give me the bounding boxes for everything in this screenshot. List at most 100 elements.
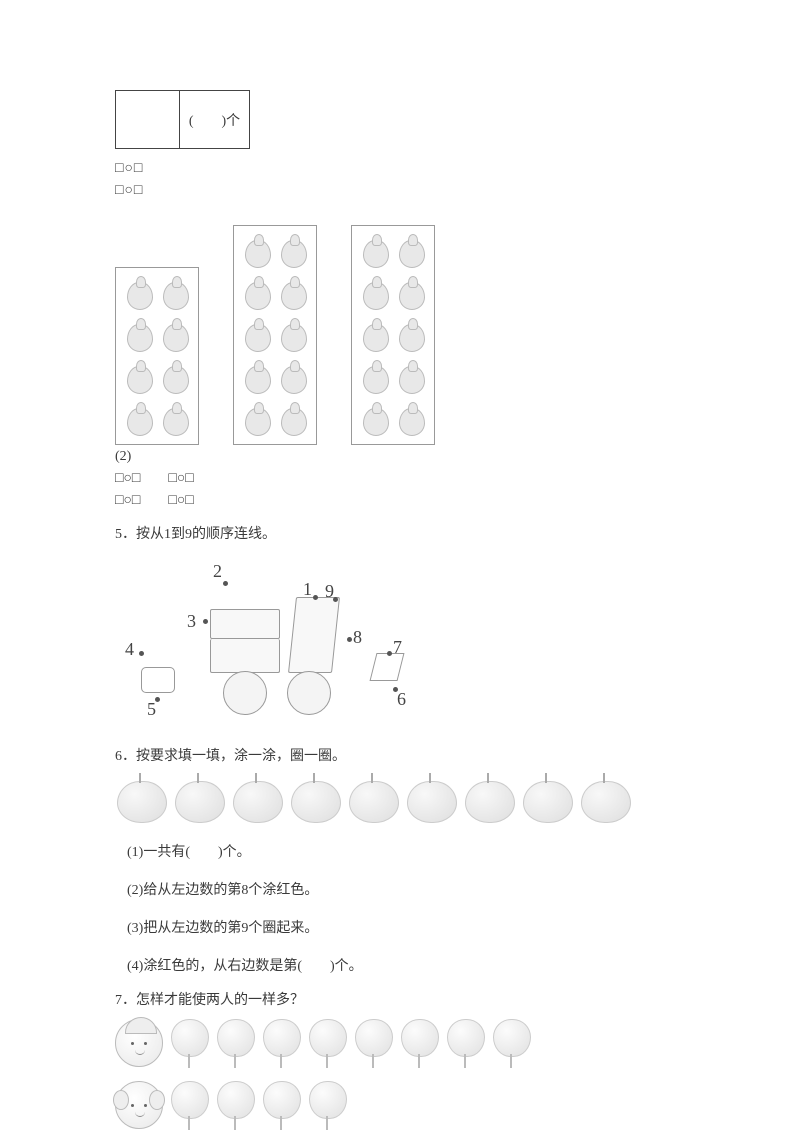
apples-row	[115, 773, 800, 823]
boy-balloon-row	[115, 1017, 800, 1069]
apple-icon	[231, 773, 283, 823]
apple-icon	[289, 773, 341, 823]
pear-icon	[278, 358, 308, 396]
pear-icon	[278, 316, 308, 354]
dot-number: 7	[393, 637, 402, 658]
pear-icon	[242, 232, 272, 270]
balloon-icon	[307, 1079, 347, 1131]
pear-icon	[242, 274, 272, 312]
girl-face-icon	[115, 1081, 163, 1129]
wheel-2	[287, 671, 331, 715]
sym-right: □○□	[168, 471, 193, 487]
balloon-icon	[215, 1079, 255, 1131]
sym-right: □○□	[168, 493, 193, 509]
symbol-two-col-1: □○□ □○□	[115, 471, 800, 487]
girl-balloon-row	[115, 1079, 800, 1131]
pear-icon	[160, 274, 190, 312]
q5-title: 5．按从1到9的顺序连线。	[115, 523, 800, 543]
dot-point	[347, 637, 352, 642]
dot-number: 8	[353, 627, 362, 648]
symbol-row-2: □○□	[115, 183, 800, 199]
pear-icon	[124, 358, 154, 396]
pear-box	[351, 225, 435, 445]
dot-point	[203, 619, 208, 624]
pear-icon	[278, 232, 308, 270]
dot-number: 1	[303, 579, 312, 600]
dot-number: 2	[213, 561, 222, 582]
pear-icon	[242, 400, 272, 438]
dot-number: 5	[147, 699, 156, 720]
pear-icon	[160, 316, 190, 354]
apple-icon	[579, 773, 631, 823]
symbol-row-1: □○□	[115, 161, 800, 177]
pear-icon	[124, 274, 154, 312]
pear-icon	[360, 400, 390, 438]
balloon-icon	[261, 1017, 301, 1069]
dot-number: 6	[397, 689, 406, 710]
q6-sub2: (2)给从左边数的第8个涂红色。	[127, 879, 800, 899]
q6-title: 6．按要求填一填，涂一涂，圈一圈。	[115, 745, 800, 765]
pear-icon	[160, 358, 190, 396]
pear-icon	[396, 316, 426, 354]
q6-sub1: (1)一共有( )个。	[127, 841, 800, 861]
dot-point	[393, 687, 398, 692]
balloon-icon	[215, 1017, 255, 1069]
boy-face-icon	[115, 1019, 163, 1067]
pear-icon	[242, 358, 272, 396]
pear-icon	[124, 400, 154, 438]
pear-icon	[396, 358, 426, 396]
sym-left: □○□	[115, 471, 140, 487]
pear-boxes-row	[115, 225, 800, 445]
apple-icon	[521, 773, 573, 823]
q2-label: (2)	[115, 449, 800, 465]
q6-sub3: (3)把从左边数的第9个圈起来。	[127, 917, 800, 937]
pear-icon	[278, 274, 308, 312]
connect-dots-figure: 123456789	[115, 551, 445, 731]
pear-icon	[396, 274, 426, 312]
apple-icon	[463, 773, 515, 823]
dot-point	[313, 595, 318, 600]
dot-point	[387, 651, 392, 656]
q7-title: 7．怎样才能使两人的一样多？	[115, 989, 800, 1009]
balloon-icon	[491, 1017, 531, 1069]
balloon-icon	[399, 1017, 439, 1069]
pear-icon	[396, 232, 426, 270]
pear-icon	[360, 316, 390, 354]
rect-left	[141, 667, 175, 693]
balloon-icon	[261, 1079, 301, 1131]
apple-icon	[405, 773, 457, 823]
blank-count-table: ( )个	[115, 90, 250, 149]
dot-point	[155, 697, 160, 702]
balloon-icon	[353, 1017, 393, 1069]
balloon-icon	[445, 1017, 485, 1069]
apple-icon	[173, 773, 225, 823]
pear-icon	[160, 400, 190, 438]
dot-point	[223, 581, 228, 586]
pear-icon	[360, 358, 390, 396]
balloon-icon	[169, 1079, 209, 1131]
balloon-icon	[169, 1017, 209, 1069]
dot-point	[333, 597, 338, 602]
pear-icon	[242, 316, 272, 354]
q6-sub4: (4)涂红色的，从右边数是第( )个。	[127, 955, 800, 975]
pear-icon	[278, 400, 308, 438]
pear-box	[115, 267, 199, 445]
pear-icon	[396, 400, 426, 438]
table-count-cell: ( )个	[180, 91, 250, 149]
truck-cab-bottom	[210, 639, 280, 673]
truck-cab-top	[210, 609, 280, 639]
symbol-two-col-2: □○□ □○□	[115, 493, 800, 509]
pear-icon	[360, 232, 390, 270]
pear-box	[233, 225, 317, 445]
pear-icon	[124, 316, 154, 354]
truck-back	[288, 597, 340, 673]
balloon-icon	[307, 1017, 347, 1069]
dot-number: 4	[125, 639, 134, 660]
sym-left: □○□	[115, 493, 140, 509]
table-empty-cell	[116, 91, 180, 149]
pear-icon	[360, 274, 390, 312]
dot-number: 3	[187, 611, 196, 632]
wheel-1	[223, 671, 267, 715]
dot-point	[139, 651, 144, 656]
apple-icon	[347, 773, 399, 823]
